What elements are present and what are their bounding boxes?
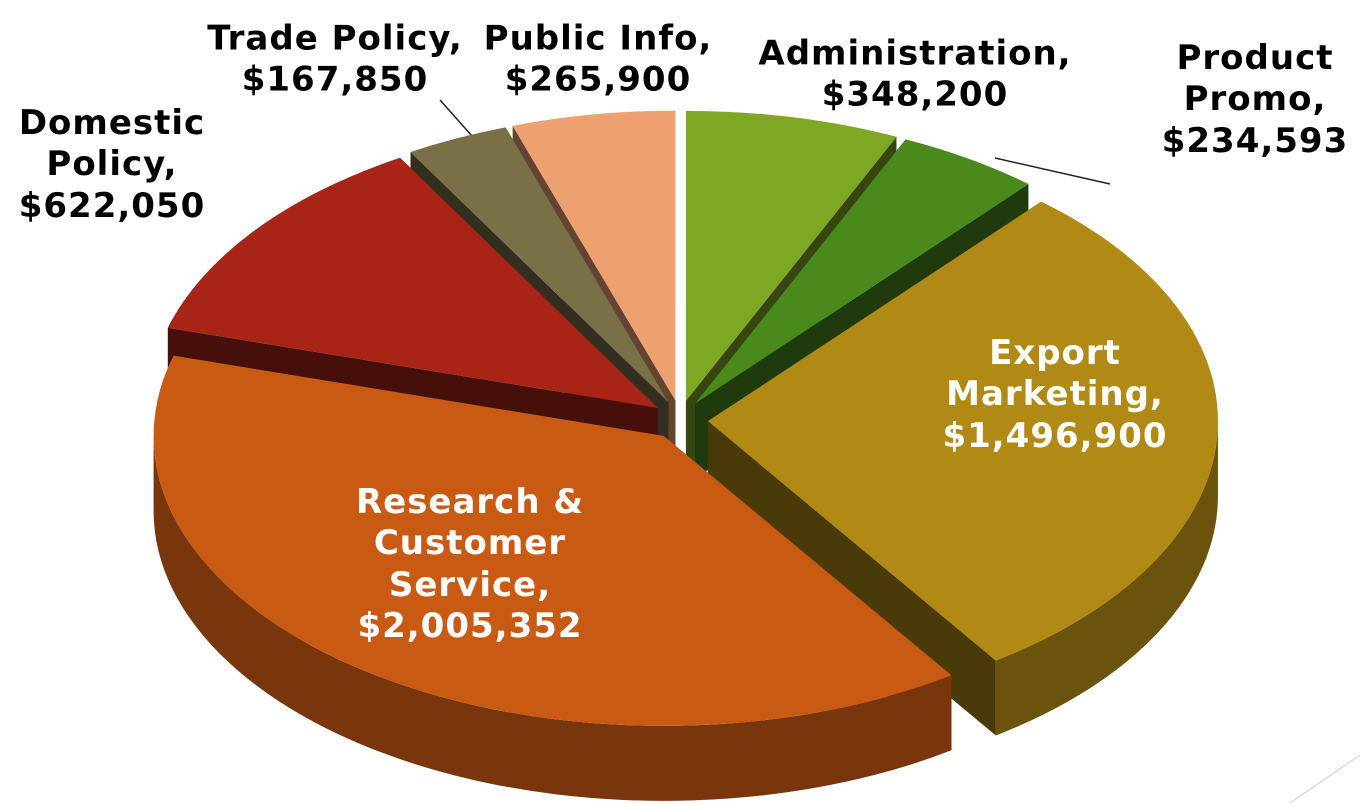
slice	[685, 110, 897, 401]
data-label: Domestic Policy, $622,050	[7, 103, 217, 227]
leader-line	[994, 157, 1111, 185]
slice	[695, 139, 1029, 404]
category-label: Trade Policy,	[207, 18, 463, 59]
data-label: Export Marketing, $1,496,900	[930, 333, 1180, 457]
category-label: Product Promo,	[1176, 37, 1334, 120]
value-label: $2,005,352	[357, 606, 583, 647]
category-label: Export Marketing,	[946, 332, 1164, 415]
value-label: $234,593	[1161, 120, 1349, 161]
value-label: $265,900	[504, 60, 692, 100]
value-label: $167,850	[241, 60, 429, 100]
slice-wall	[995, 421, 1218, 736]
category-label: Administration,	[758, 33, 1072, 74]
value-label: $622,050	[18, 185, 206, 226]
category-label: Public Info,	[483, 18, 713, 59]
data-label: Public Info, $265,900	[468, 19, 728, 102]
decoration-line	[1289, 754, 1360, 803]
leader-line	[439, 99, 473, 137]
data-label: Trade Policy, $167,850	[195, 19, 475, 102]
slice	[167, 157, 658, 408]
slice	[153, 355, 952, 726]
category-label: Domestic Policy,	[18, 102, 206, 185]
slice	[512, 110, 676, 401]
value-label: $1,496,900	[942, 415, 1168, 456]
slice	[410, 127, 669, 403]
value-label: $348,200	[821, 75, 1009, 115]
data-label: Product Promo, $234,593	[1150, 38, 1360, 162]
data-label: Administration, $348,200	[715, 34, 1115, 117]
category-label: Research & Customer Service,	[355, 482, 585, 605]
data-label: Research & Customer Service, $2,005,352	[345, 482, 595, 648]
slice	[707, 201, 1218, 661]
slice-wall	[153, 435, 952, 801]
